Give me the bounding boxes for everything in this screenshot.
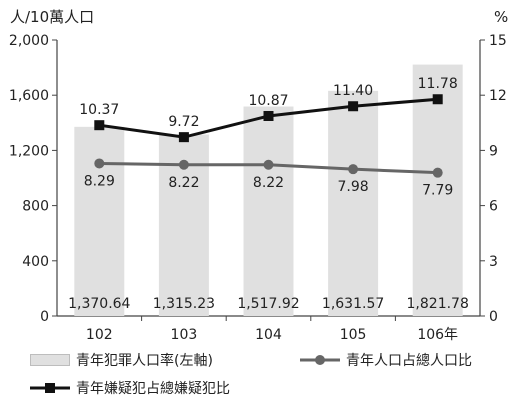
bars: 1,370.64 1,315.23 1,517.92 1,631.57 1,821.78 xyxy=(68,64,469,316)
left-tick-label-0: 0 xyxy=(40,309,49,325)
legend-label-square: 青年嫌疑犯占總嫌疑犯比 xyxy=(76,381,230,397)
right-tick-label-3: 9 xyxy=(489,143,498,159)
bar-value-label-1: 1,315.23 xyxy=(153,296,215,312)
left-tick-label-4: 1,600 xyxy=(9,88,49,104)
line-1-value-label-1: 9.72 xyxy=(168,114,199,130)
x-tick-label-4: 106年 xyxy=(417,327,458,343)
bar-value-label-2: 1,517.92 xyxy=(237,296,299,312)
line-2-value-label-1: 8.22 xyxy=(168,175,199,191)
bar-4 xyxy=(412,64,463,316)
x-tick-label-3: 105 xyxy=(340,327,367,343)
lines: 8.29 8.22 8.22 7.98 7.79 10.37 9.72 10.87 11.40 1… xyxy=(79,76,457,198)
left-tick-label-1: 400 xyxy=(22,254,49,270)
bar-3 xyxy=(328,90,379,316)
x-tick-label-2: 104 xyxy=(255,327,282,343)
line-2-marker-2 xyxy=(263,159,274,170)
right-tick-label-2: 6 xyxy=(489,199,498,215)
left-tick-label-5: 2,000 xyxy=(9,33,49,49)
legend-item-square: 青年嫌疑犯占總嫌疑犯比 xyxy=(30,378,230,398)
line-1-marker-2 xyxy=(263,110,274,121)
right-tick-label-5: 15 xyxy=(489,33,507,49)
left-axis-unit: 人/10萬人口 xyxy=(10,8,94,26)
line-2-value-label-4: 7.79 xyxy=(422,183,453,199)
legend-circle-line-icon xyxy=(300,355,340,365)
bar-2 xyxy=(243,106,294,316)
line-2-marker-4 xyxy=(432,167,443,178)
left-tick-label-2: 800 xyxy=(22,199,49,215)
right-tick-label-0: 0 xyxy=(489,309,498,325)
bar-value-label-4: 1,821.78 xyxy=(407,296,469,312)
line-2-marker-1 xyxy=(178,159,189,170)
legend-label-bar: 青年犯罪人口率(左軸) xyxy=(76,353,213,369)
line-2-value-label-2: 8.22 xyxy=(253,175,284,191)
legend-label-circle: 青年人口占總人口比 xyxy=(346,353,472,369)
legend-item-circle: 青年人口占總人口比 xyxy=(300,350,472,370)
legend-square-line-icon xyxy=(30,383,70,393)
line-2-value-label-3: 7.98 xyxy=(338,179,369,195)
legend-bar-swatch xyxy=(30,354,70,366)
line-1-marker-4 xyxy=(432,94,443,105)
line-1-marker-3 xyxy=(348,101,359,112)
line-1-value-label-0: 10.37 xyxy=(79,102,119,118)
line-2-marker-0 xyxy=(94,158,105,169)
line-1-value-label-4: 11.78 xyxy=(418,76,458,92)
line-2-marker-3 xyxy=(348,164,359,175)
right-tick-label-1: 3 xyxy=(489,254,498,270)
x-tick-label-0: 102 xyxy=(86,327,113,343)
line-1-marker-0 xyxy=(94,120,105,131)
right-axis-unit: % xyxy=(494,8,508,26)
axes: 0 400 800 1,200 1,600 2,000 0 3 6 9 12 15 102 103 104 1… xyxy=(9,33,507,343)
right-tick-label-4: 12 xyxy=(489,88,507,104)
bar-value-label-0: 1,370.64 xyxy=(68,296,130,312)
left-tick-label-3: 1,200 xyxy=(9,143,49,159)
bar-0 xyxy=(74,126,125,316)
x-tick-label-1: 103 xyxy=(171,327,198,343)
line-1-value-label-2: 10.87 xyxy=(248,93,288,109)
line-2-value-label-0: 8.29 xyxy=(84,173,115,189)
legend-item-bar: 青年犯罪人口率(左軸) xyxy=(30,350,213,370)
line-1-marker-1 xyxy=(178,132,189,143)
line-1-value-label-3: 11.40 xyxy=(333,83,373,99)
bar-value-label-3: 1,631.57 xyxy=(322,296,384,312)
